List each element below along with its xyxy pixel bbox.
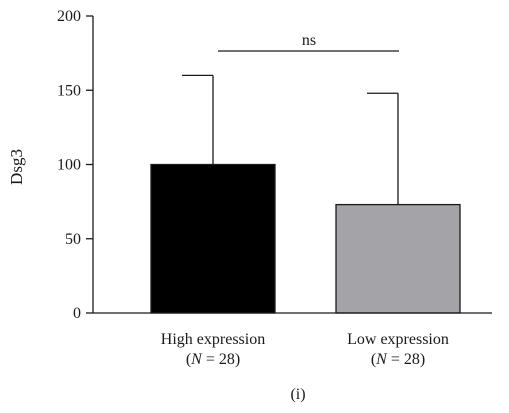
x-tick-label: Low expression	[347, 331, 449, 348]
y-tick-label: 100	[57, 157, 81, 174]
x-tick-sample-size: (N = 28)	[371, 351, 425, 368]
y-tick-label: 50	[65, 231, 81, 248]
y-axis: 0 50 100 150 200	[57, 8, 94, 322]
bars	[150, 163, 461, 314]
x-tick-label: High expression	[161, 331, 265, 348]
x-axis: High expression (N = 28) Low expression (N …	[93, 312, 492, 368]
y-tick-label: 200	[57, 8, 81, 25]
error-bars	[182, 74, 399, 205]
panel-label: (i)	[290, 386, 305, 403]
bar-high-expression	[150, 163, 276, 314]
significance-label: ns	[302, 32, 316, 49]
y-tick-label: 150	[57, 82, 81, 99]
x-tick-sample-size: (N = 28)	[186, 351, 240, 368]
significance-annotation: ns	[218, 32, 399, 52]
y-axis-label: Dsg3	[7, 149, 26, 185]
bar-low-expression	[335, 203, 461, 314]
y-tick-label: 0	[73, 305, 81, 322]
